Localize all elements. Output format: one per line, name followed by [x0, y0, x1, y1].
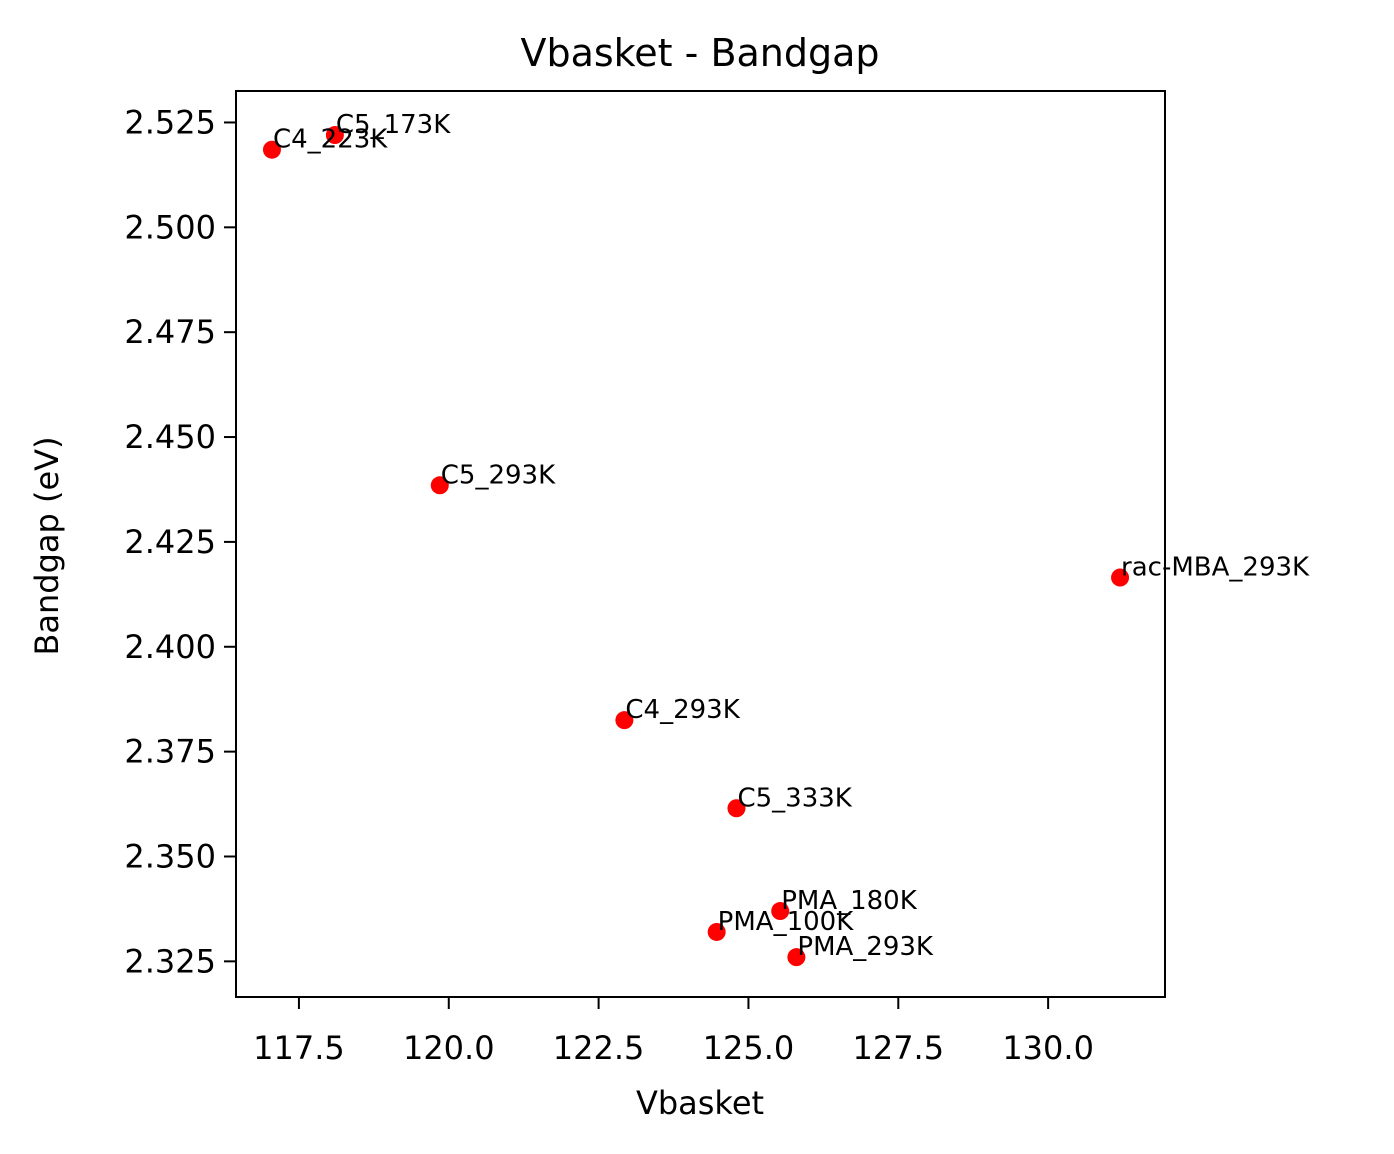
x-tick-label: 125.0 [703, 1029, 795, 1067]
y-tick-label: 2.500 [124, 208, 216, 246]
data-point [707, 922, 726, 941]
y-tick-label: 2.350 [124, 837, 216, 875]
data-point-label: PMA_293K [797, 932, 934, 962]
y-tick-label: 2.450 [124, 418, 216, 456]
data-point-label: C4_293K [625, 695, 740, 725]
x-axis-title: Vbasket [636, 1084, 764, 1122]
data-point [325, 126, 344, 145]
data-point [787, 948, 806, 967]
data-point-label: C5_293K [441, 460, 556, 490]
x-tick-label: 120.0 [403, 1029, 495, 1067]
data-point-label: rac-MBA_293K [1121, 553, 1310, 583]
x-axis-ticks: 117.5 120.0 122.5 125.0 127.5 130.0 [253, 997, 1094, 1067]
data-point [1111, 568, 1130, 587]
y-tick-label: 2.525 [124, 103, 216, 141]
data-point-label: C5_333K [737, 783, 852, 813]
y-tick-label: 2.400 [124, 628, 216, 666]
y-axis-ticks: 2.325 2.350 2.375 2.400 2.425 2.450 2.475 2.500… [124, 103, 236, 980]
y-tick-label: 2.475 [124, 313, 216, 351]
data-point-label: C5_173K [336, 110, 451, 140]
data-point-label: PMA_100K [718, 907, 855, 937]
plot-area-frame [235, 90, 1166, 998]
data-point [430, 476, 449, 495]
y-tick-label: 2.425 [124, 523, 216, 561]
data-points [262, 126, 1130, 967]
x-tick-label: 127.5 [852, 1029, 944, 1067]
data-point [771, 902, 790, 921]
data-point-label: C4_223K [273, 125, 388, 155]
data-point-label: PMA_180K [781, 886, 918, 916]
y-tick-label: 2.325 [124, 942, 216, 980]
x-tick-label: 130.0 [1002, 1029, 1094, 1067]
data-point [727, 799, 746, 818]
data-point [615, 711, 634, 730]
chart-title: Vbasket - Bandgap [520, 31, 879, 75]
y-tick-label: 2.375 [124, 733, 216, 771]
y-axis-title: Bandgap (eV) [28, 436, 66, 655]
data-point [262, 140, 281, 159]
x-tick-label: 122.5 [553, 1029, 645, 1067]
x-tick-label: 117.5 [253, 1029, 345, 1067]
